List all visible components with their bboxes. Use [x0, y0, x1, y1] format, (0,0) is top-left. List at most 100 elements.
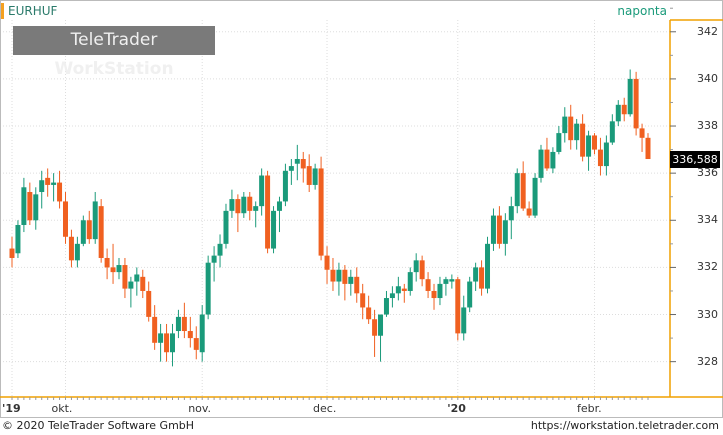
- candle-up: [413, 260, 419, 273]
- copyright-text: © 2020 TeleTrader Software GmbH: [2, 419, 195, 432]
- candle-down: [633, 78, 639, 129]
- y-tick-label: 328: [697, 354, 718, 368]
- candle-up: [288, 166, 294, 171]
- candle-up: [437, 283, 443, 299]
- candle-down: [27, 192, 33, 221]
- candle-up: [259, 175, 265, 207]
- candle-up: [461, 307, 467, 334]
- candle-up: [92, 201, 98, 240]
- candle-up: [407, 272, 413, 291]
- x-tick-label: '19: [2, 402, 21, 415]
- candle-up: [615, 104, 621, 122]
- candle-up: [627, 78, 633, 115]
- candle-up: [51, 182, 57, 185]
- candle-up: [550, 151, 556, 169]
- candle-up: [229, 199, 235, 211]
- candle-up: [603, 142, 609, 167]
- period-label[interactable]: naponta: [617, 4, 667, 18]
- candle-up: [485, 243, 491, 289]
- y-tick-label: 340: [697, 71, 718, 85]
- candle-down: [306, 166, 312, 185]
- candle-down: [181, 316, 187, 332]
- symbol-label: EURHUF: [8, 4, 58, 18]
- candle-up: [502, 220, 508, 244]
- candle-down: [324, 255, 330, 270]
- source-url-link[interactable]: https://workstation.teletrader.com: [530, 419, 719, 432]
- y-tick-label: 330: [697, 307, 718, 321]
- candle-down: [57, 182, 63, 202]
- y-tick-label: 332: [697, 260, 718, 274]
- candle-down: [193, 338, 199, 350]
- candle-down: [164, 333, 170, 353]
- candle-up: [128, 281, 134, 289]
- y-tick-label: 336: [697, 166, 718, 180]
- candle-down: [265, 175, 271, 249]
- candle-down: [597, 149, 603, 167]
- candle-down: [645, 137, 651, 160]
- candle-down: [247, 196, 253, 211]
- candle-up: [282, 170, 288, 202]
- y-tick-label: 334: [697, 213, 718, 227]
- brand-watermark: TeleTrader WorkStation: [13, 26, 215, 79]
- candle-up: [449, 279, 455, 282]
- candle-up: [443, 279, 449, 284]
- candle-up: [389, 293, 395, 299]
- candle-down: [419, 260, 425, 280]
- candle-down: [330, 269, 336, 282]
- candle-up: [175, 316, 181, 332]
- candle-up: [241, 196, 247, 214]
- candle-down: [621, 104, 627, 115]
- candle-down: [62, 201, 68, 237]
- brand-text-part1: TeleTrader: [70, 30, 158, 50]
- candle-up: [253, 206, 259, 211]
- candle-down: [580, 123, 586, 157]
- candle-up: [199, 314, 205, 353]
- candle-down: [98, 206, 104, 258]
- candle-up: [378, 314, 384, 336]
- candle-down: [366, 307, 372, 320]
- candle-up: [508, 206, 514, 221]
- candle-down: [401, 288, 407, 291]
- x-tick-label: dec.: [313, 402, 337, 415]
- x-tick-label: nov.: [188, 402, 212, 415]
- candle-up: [134, 274, 140, 282]
- candle-down: [479, 267, 485, 289]
- candle-up: [211, 255, 217, 263]
- candle-up: [33, 194, 39, 221]
- candle-up: [562, 116, 568, 134]
- candle-up: [39, 180, 45, 193]
- candle-up: [609, 121, 615, 143]
- candle-down: [342, 269, 348, 284]
- brand-text-part2: WorkStation: [54, 59, 174, 79]
- candle-up: [473, 267, 479, 282]
- candle-down: [110, 267, 116, 273]
- candle-up: [80, 220, 86, 244]
- x-tick-label: '20: [447, 402, 466, 415]
- last-price-badge: 336,588: [670, 151, 720, 169]
- candle-up: [158, 333, 164, 343]
- candle-down: [425, 279, 431, 291]
- candle-down: [68, 236, 74, 261]
- candle-down: [360, 293, 366, 308]
- candle-up: [312, 168, 318, 185]
- candle-up: [205, 262, 211, 315]
- candle-up: [276, 201, 282, 211]
- candle-down: [544, 149, 550, 169]
- candle-up: [514, 173, 520, 207]
- candle-up: [574, 123, 580, 141]
- candle-down: [568, 116, 574, 141]
- candle-up: [586, 135, 592, 157]
- candle-up: [336, 269, 342, 282]
- candle-down: [122, 265, 128, 289]
- candle-down: [354, 276, 360, 294]
- candle-down: [86, 220, 92, 240]
- candle-up: [15, 224, 21, 254]
- candle-down: [431, 290, 437, 299]
- x-tick-label: okt.: [51, 402, 73, 415]
- candle-down: [496, 215, 502, 244]
- candle-up: [223, 210, 229, 244]
- candle-up: [21, 187, 27, 225]
- candle-up: [271, 210, 277, 249]
- candle-up: [348, 276, 354, 284]
- candle-up: [556, 133, 562, 152]
